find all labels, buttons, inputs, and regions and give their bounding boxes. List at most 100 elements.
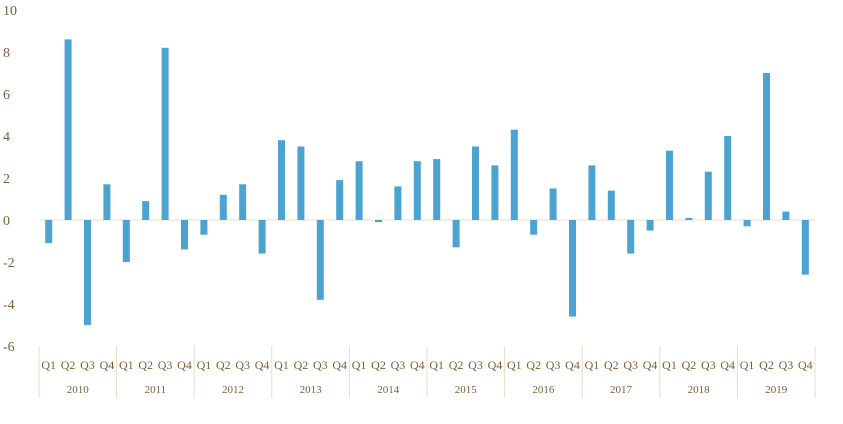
quarter-label: Q2 — [371, 358, 386, 372]
year-label: 2017 — [610, 384, 633, 396]
y-tick-label: -4 — [3, 298, 15, 313]
quarter-label: Q3 — [158, 358, 173, 372]
bar — [278, 140, 285, 220]
quarter-label: Q4 — [798, 358, 813, 372]
quarter-label: Q1 — [352, 358, 367, 372]
bar — [142, 201, 150, 220]
quarter-label: Q1 — [41, 358, 56, 372]
bar — [64, 39, 72, 221]
quarter-label: Q4 — [255, 358, 270, 372]
quarter-label: Q2 — [61, 358, 76, 372]
quarter-label: Q2 — [759, 358, 774, 372]
bar — [530, 220, 538, 235]
quarter-label: Q4 — [643, 358, 658, 372]
quarter-label: Q1 — [197, 358, 212, 372]
bar — [45, 220, 53, 244]
year-label: 2011 — [145, 384, 167, 396]
bar — [122, 220, 130, 262]
y-tick-label: 2 — [3, 172, 10, 187]
quarter-label: Q1 — [585, 358, 600, 372]
bar — [646, 220, 654, 231]
year-label: 2016 — [532, 384, 555, 396]
bar — [84, 220, 91, 325]
bar — [452, 220, 460, 248]
y-tick-label: 6 — [3, 88, 10, 103]
quarter-label: Q4 — [332, 358, 347, 372]
quarter-label: Q3 — [701, 358, 716, 372]
y-axis: -6 -4 -2 0 2 4 6 8 10 — [3, 4, 815, 355]
bar — [258, 220, 266, 254]
quarter-label: Q4 — [100, 358, 115, 372]
year-label: 2014 — [377, 384, 400, 396]
bar — [472, 146, 479, 220]
bar — [782, 211, 790, 220]
y-tick-label: -2 — [3, 256, 15, 271]
quarter-label: Q3 — [235, 358, 250, 372]
quarter-label: Q3 — [313, 358, 328, 372]
year-label: 2018 — [688, 384, 711, 396]
quarter-label: Q4 — [177, 358, 192, 372]
bar — [375, 220, 382, 223]
bar — [103, 184, 111, 220]
bar — [355, 161, 363, 220]
bar — [549, 188, 557, 220]
bar — [200, 220, 208, 235]
bar — [239, 184, 247, 220]
bar — [588, 165, 596, 220]
quarter-label: Q3 — [80, 358, 95, 372]
quarter-label: Q2 — [138, 358, 153, 372]
bar — [316, 220, 324, 300]
bar — [413, 161, 421, 220]
quarter-label: Q4 — [410, 358, 425, 372]
y-tick-label: 4 — [3, 130, 10, 145]
bar — [627, 220, 635, 254]
y-tick-label: 0 — [3, 214, 10, 229]
bar — [763, 73, 770, 220]
quarter-label: Q2 — [604, 358, 619, 372]
quarter-label: Q2 — [682, 358, 697, 372]
bar — [704, 171, 712, 220]
bar — [336, 180, 344, 220]
quarter-label: Q1 — [507, 358, 522, 372]
bar — [569, 220, 576, 317]
quarter-label: Q2 — [216, 358, 231, 372]
quarter-label: Q4 — [488, 358, 503, 372]
bar — [724, 136, 732, 220]
year-label: 2015 — [455, 384, 478, 396]
y-tick-label: 8 — [3, 46, 10, 61]
quarter-label: Q2 — [526, 358, 541, 372]
bar — [181, 220, 188, 250]
quarter-label: Q1 — [740, 358, 755, 372]
bar — [394, 186, 402, 220]
quarter-label: Q4 — [720, 358, 735, 372]
year-label: 2013 — [300, 384, 323, 396]
quarter-label: Q2 — [294, 358, 309, 372]
bar — [510, 129, 518, 220]
bar — [219, 194, 227, 220]
year-label: 2019 — [765, 384, 788, 396]
bar — [666, 150, 673, 220]
bars — [45, 39, 809, 325]
x-axis: Q1 Q2 Q3 Q4 Q1 Q2 Q3 Q4 Q1 Q2 Q3 Q4 Q1 Q2 Q3 Q4 Q1 Q2 Q3 Q4… — [38, 346, 816, 398]
y-tick-label: 10 — [3, 4, 17, 19]
bar — [161, 47, 169, 220]
quarter-label: Q3 — [779, 358, 794, 372]
y-tick-label: -6 — [3, 340, 15, 355]
quarter-label: Q1 — [429, 358, 444, 372]
bar — [491, 165, 499, 220]
quarter-label: Q1 — [119, 358, 134, 372]
quarter-label: Q1 — [662, 358, 677, 372]
year-label: 2012 — [222, 384, 244, 396]
bar — [743, 220, 751, 227]
bar — [801, 220, 809, 275]
quarter-label: Q3 — [391, 358, 406, 372]
quarter-label: Q2 — [449, 358, 464, 372]
bar — [685, 217, 693, 220]
quarter-label: Q1 — [274, 358, 289, 372]
bar — [433, 159, 441, 220]
quarter-label: Q3 — [546, 358, 561, 372]
quarter-label: Q3 — [623, 358, 638, 372]
bar — [607, 190, 615, 220]
quarter-label: Q3 — [468, 358, 483, 372]
